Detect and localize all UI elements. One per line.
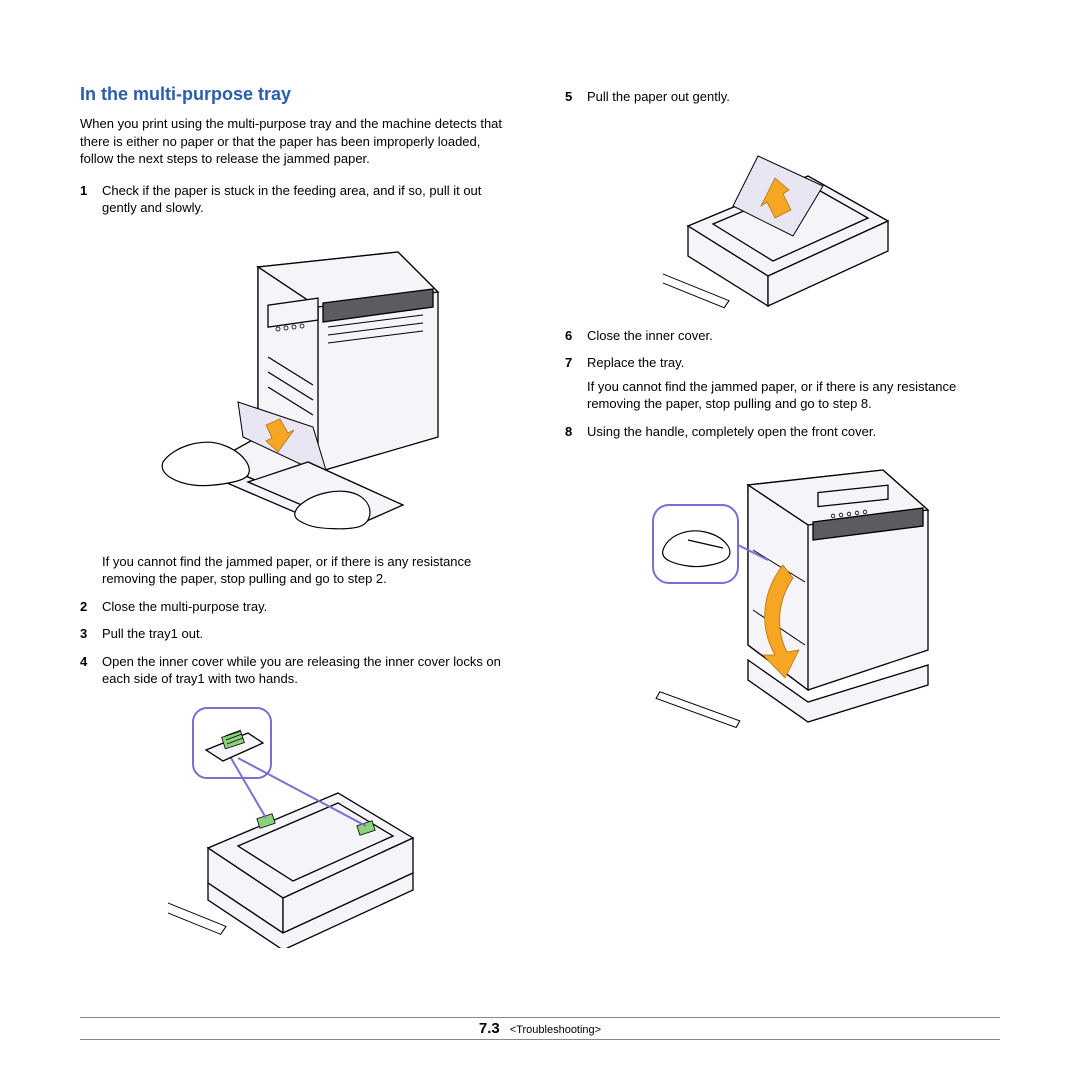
tray-pull-paper-icon [663, 116, 903, 311]
illustration-step4 [80, 698, 515, 948]
step-7-note: If you cannot find the jammed paper, or … [587, 378, 1000, 413]
step-1-note: If you cannot find the jammed paper, or … [80, 553, 515, 588]
step-number: 8 [565, 423, 587, 441]
right-column: 5 Pull the paper out gently. [565, 84, 1000, 964]
step-7-main: Replace the tray. [587, 355, 684, 370]
step-number: 6 [565, 327, 587, 345]
footer-page-chapter: 7 [479, 1020, 487, 1037]
step-text: Close the multi-purpose tray. [102, 598, 515, 616]
step-number: 3 [80, 625, 102, 643]
step-text: Check if the paper is stuck in the feedi… [102, 182, 515, 217]
illustration-step8 [565, 450, 1000, 730]
section-heading: In the multi-purpose tray [80, 84, 515, 105]
footer-section: <Troubleshooting> [510, 1024, 601, 1036]
printer-open-front-icon [633, 450, 933, 730]
two-column-layout: In the multi-purpose tray When you print… [80, 84, 1000, 964]
step-6: 6 Close the inner cover. [565, 327, 1000, 345]
step-note-text: If you cannot find the jammed paper, or … [102, 553, 515, 588]
step-2: 2 Close the multi-purpose tray. [80, 598, 515, 616]
step-number: 4 [80, 653, 102, 688]
page-footer: 7.3 <Troubleshooting> [80, 1017, 1000, 1040]
step-7: 7 Replace the tray. If you cannot find t… [565, 354, 1000, 413]
step-text: Open the inner cover while you are relea… [102, 653, 515, 688]
illustration-step5 [565, 116, 1000, 311]
step-text: Pull the paper out gently. [587, 88, 1000, 106]
step-4: 4 Open the inner cover while you are rel… [80, 653, 515, 688]
intro-paragraph: When you print using the multi-purpose t… [80, 115, 515, 168]
step-number: 5 [565, 88, 587, 106]
step-5: 5 Pull the paper out gently. [565, 88, 1000, 106]
step-text: Pull the tray1 out. [102, 625, 515, 643]
step-number: 7 [565, 354, 587, 413]
left-column: In the multi-purpose tray When you print… [80, 84, 515, 964]
step-text: Using the handle, completely open the fr… [587, 423, 1000, 441]
step-text: Close the inner cover. [587, 327, 1000, 345]
step-8: 8 Using the handle, completely open the … [565, 423, 1000, 441]
step-text: Replace the tray. If you cannot find the… [587, 354, 1000, 413]
step-number-spacer [80, 553, 102, 588]
step-number: 2 [80, 598, 102, 616]
printer-pull-paper-icon [148, 227, 448, 537]
manual-page: In the multi-purpose tray When you print… [0, 0, 1080, 1080]
step-3: 3 Pull the tray1 out. [80, 625, 515, 643]
footer-page-sub: .3 [487, 1020, 500, 1037]
tray-inner-cover-icon [168, 698, 428, 948]
step-number: 1 [80, 182, 102, 217]
step-1: 1 Check if the paper is stuck in the fee… [80, 182, 515, 217]
illustration-step1 [80, 227, 515, 537]
